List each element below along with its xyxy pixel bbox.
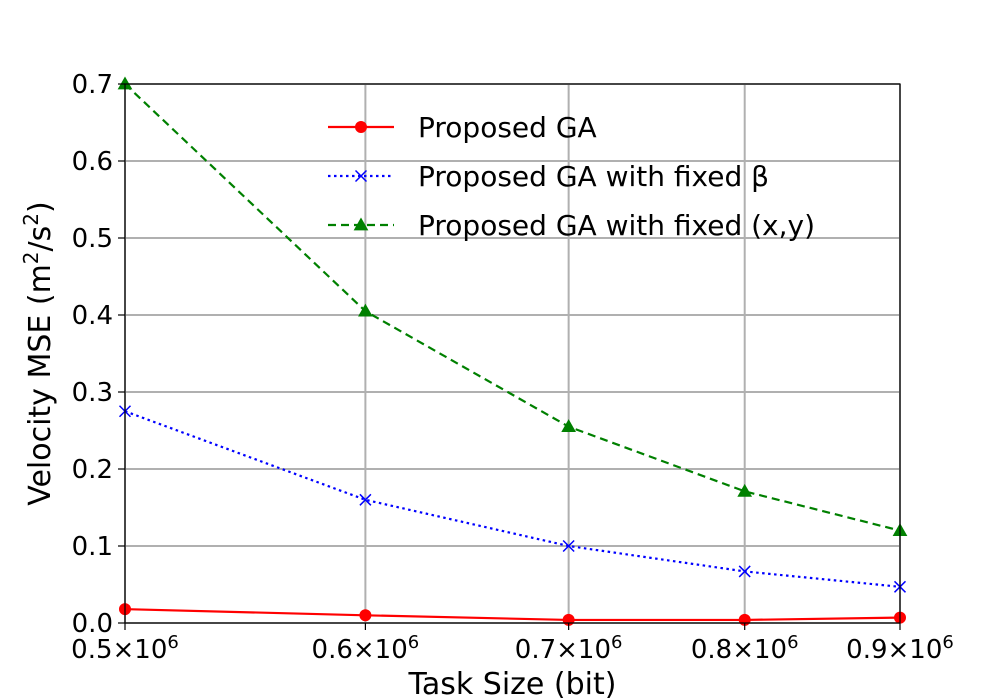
legend-label: Proposed GA with fixed β bbox=[418, 160, 769, 193]
y-axis-label-sup1: 2 bbox=[19, 251, 43, 264]
legend-entry: Proposed GA bbox=[328, 111, 597, 144]
y-axis-label-suffix: ) bbox=[23, 201, 58, 213]
x-tick-label: 0.5×106 bbox=[71, 632, 179, 666]
plot-frame bbox=[124, 83, 901, 624]
y-tick-label: 0.6 bbox=[72, 147, 113, 177]
y-axis: 0.0 0.1 0.2 0.3 0.4 0.5 0.6 0.7 bbox=[72, 70, 125, 639]
legend-entry: Proposed GA with fixed (x,y) bbox=[328, 209, 815, 242]
data-point bbox=[358, 303, 373, 317]
legend: Proposed GA Proposed GA with fixed β Propo… bbox=[328, 111, 815, 242]
x-axis: 0.5×106 0.6×106 0.7×106 0.8×106 0.9×106 bbox=[71, 623, 954, 665]
data-point bbox=[359, 609, 372, 622]
series-3 bbox=[117, 76, 908, 536]
series-line bbox=[124, 83, 901, 532]
legend-label: Proposed GA bbox=[418, 111, 597, 144]
series-2 bbox=[118, 405, 907, 593]
data-point bbox=[737, 483, 753, 497]
x-axis-label: Task Size (bit) bbox=[408, 667, 617, 700]
data-point bbox=[561, 419, 577, 433]
y-tick-label: 0.1 bbox=[72, 532, 113, 562]
x-tick-label: 0.7×106 bbox=[515, 632, 623, 666]
y-tick-label: 0.5 bbox=[72, 224, 113, 254]
y-axis-label-sup2: 2 bbox=[19, 213, 43, 226]
series-line bbox=[124, 410, 901, 588]
data-point bbox=[359, 493, 372, 506]
legend-marker bbox=[355, 121, 367, 133]
legend-entry: Proposed GA with fixed β bbox=[328, 160, 769, 193]
y-tick-label: 0.4 bbox=[72, 301, 113, 331]
legend-marker bbox=[354, 169, 368, 183]
x-tick-label: 0.9×106 bbox=[846, 632, 954, 666]
y-tick-label: 0.0 bbox=[72, 609, 113, 639]
data-point bbox=[562, 539, 575, 553]
y-axis-label: Velocity MSE (m2/s2) bbox=[19, 201, 58, 506]
data-point bbox=[738, 565, 751, 578]
series-line bbox=[124, 608, 901, 622]
x-tick-label: 0.8×106 bbox=[691, 632, 799, 666]
x-tick-label: 0.6×106 bbox=[312, 632, 420, 666]
legend-label: Proposed GA with fixed (x,y) bbox=[418, 209, 815, 242]
y-axis-label-mid: /s bbox=[23, 226, 58, 252]
y-axis-label-prefix: Velocity MSE (m bbox=[23, 264, 58, 506]
y-tick-label: 0.2 bbox=[72, 455, 113, 485]
y-tick-label: 0.3 bbox=[72, 378, 113, 408]
legend-marker bbox=[353, 217, 369, 231]
y-tick-label: 0.7 bbox=[72, 70, 113, 100]
